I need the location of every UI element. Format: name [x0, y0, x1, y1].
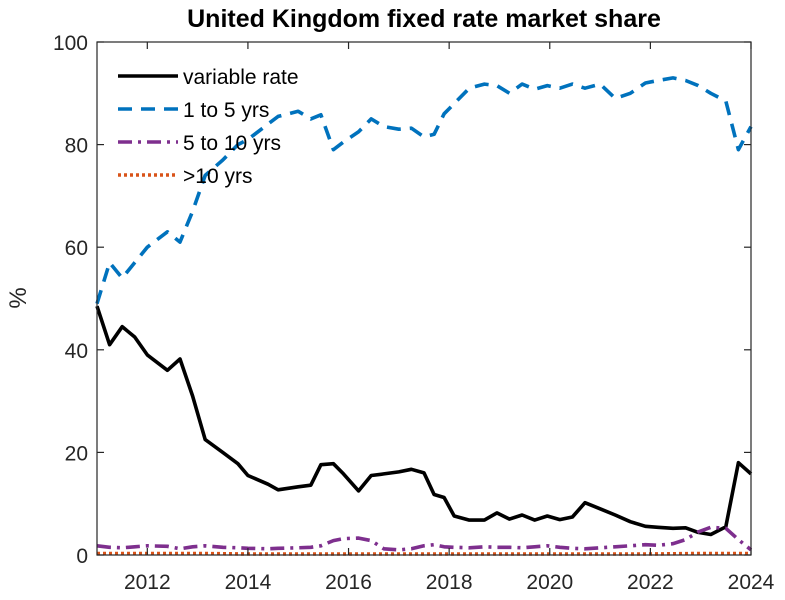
- x-tick-label: 2022: [627, 571, 674, 594]
- x-tick-label: 2024: [728, 571, 775, 594]
- y-tick-label: 80: [65, 135, 88, 158]
- y-tick-label: 60: [65, 237, 88, 260]
- y-tick-label: 0: [76, 545, 88, 568]
- axes-box: [96, 41, 752, 556]
- y-tick-label: 40: [65, 340, 88, 363]
- legend-label-3: 5 to 10 yrs: [183, 132, 281, 155]
- legend-label-4: >10 yrs: [183, 165, 252, 188]
- series-line-1: [95, 305, 753, 537]
- legend-label-1: variable rate: [183, 66, 299, 89]
- legend-label-2: 1 to 5 yrs: [183, 99, 269, 122]
- x-tick-label: 2014: [225, 571, 272, 594]
- plot-area: 2012 2014 2016 2018 2020 2022 2024 0 20 40 60 80 100…: [53, 32, 775, 594]
- chart-title: United Kingdom fixed rate market share: [187, 5, 661, 33]
- y-tick-label: 20: [65, 442, 88, 465]
- series-line-2: [95, 76, 753, 305]
- x-tick-label: 2020: [526, 571, 573, 594]
- x-tick-label: 2012: [124, 571, 171, 594]
- x-tick-label: 2018: [426, 571, 473, 594]
- x-tick-label: 2016: [325, 571, 372, 594]
- y-axis-label: %: [5, 287, 32, 308]
- y-tick-label: 100: [53, 32, 88, 55]
- series-line-3: [96, 525, 753, 552]
- series-line-4: [97, 551, 751, 556]
